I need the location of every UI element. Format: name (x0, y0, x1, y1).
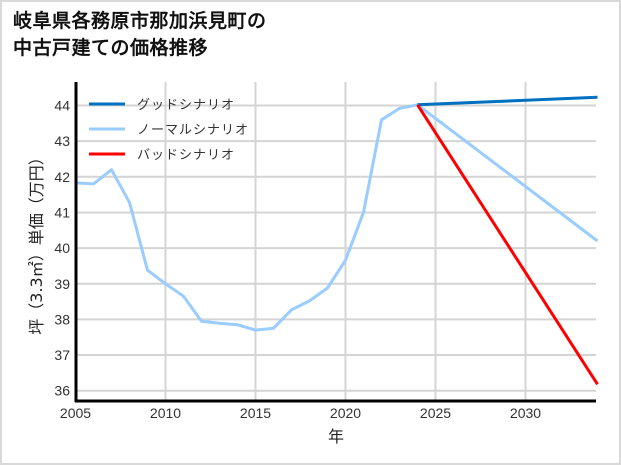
x-tick-label: 2005 (60, 405, 91, 421)
x-tick-label: 2010 (150, 405, 181, 421)
legend-label: バッドシナリオ (137, 148, 235, 163)
y-tick-label: 40 (54, 240, 70, 256)
y-tick-label: 42 (54, 169, 70, 185)
y-tick-label: 36 (54, 383, 70, 399)
y-tick-label: 43 (54, 133, 70, 149)
x-tick-label: 2030 (510, 405, 541, 421)
legend-label: ノーマルシナリオ (137, 123, 249, 138)
x-tick-label: 2025 (420, 405, 451, 421)
tick-labels: 36 37 38 39 40 41 42 43 44 2005 2010 2015 2020 2025 20… (54, 98, 541, 422)
y-axis-label: 坪（3.3㎡）単価（万円） (27, 149, 46, 334)
x-tick-label: 2015 (240, 405, 271, 421)
y-tick-label: 39 (54, 276, 70, 292)
chart-title: 岐阜県各務原市那加浜見町の 中古戸建ての価格推移 (13, 8, 267, 62)
y-tick-label: 44 (54, 98, 70, 114)
axes (74, 82, 596, 403)
chart-title-line-1: 岐阜県各務原市那加浜見町の (13, 10, 267, 32)
legend-label: グッドシナリオ (137, 98, 235, 113)
y-tick-label: 41 (54, 204, 70, 220)
x-tick-label: 2020 (330, 405, 361, 421)
y-tick-label: 37 (54, 347, 70, 363)
series-line (416, 103, 599, 386)
x-axis-label: 年 (328, 427, 344, 446)
data-series (75, 95, 599, 386)
series-line (417, 95, 598, 107)
chart-title-line-2: 中古戸建ての価格推移 (13, 37, 209, 59)
series-line (75, 103, 599, 332)
y-tick-label: 38 (54, 311, 70, 327)
